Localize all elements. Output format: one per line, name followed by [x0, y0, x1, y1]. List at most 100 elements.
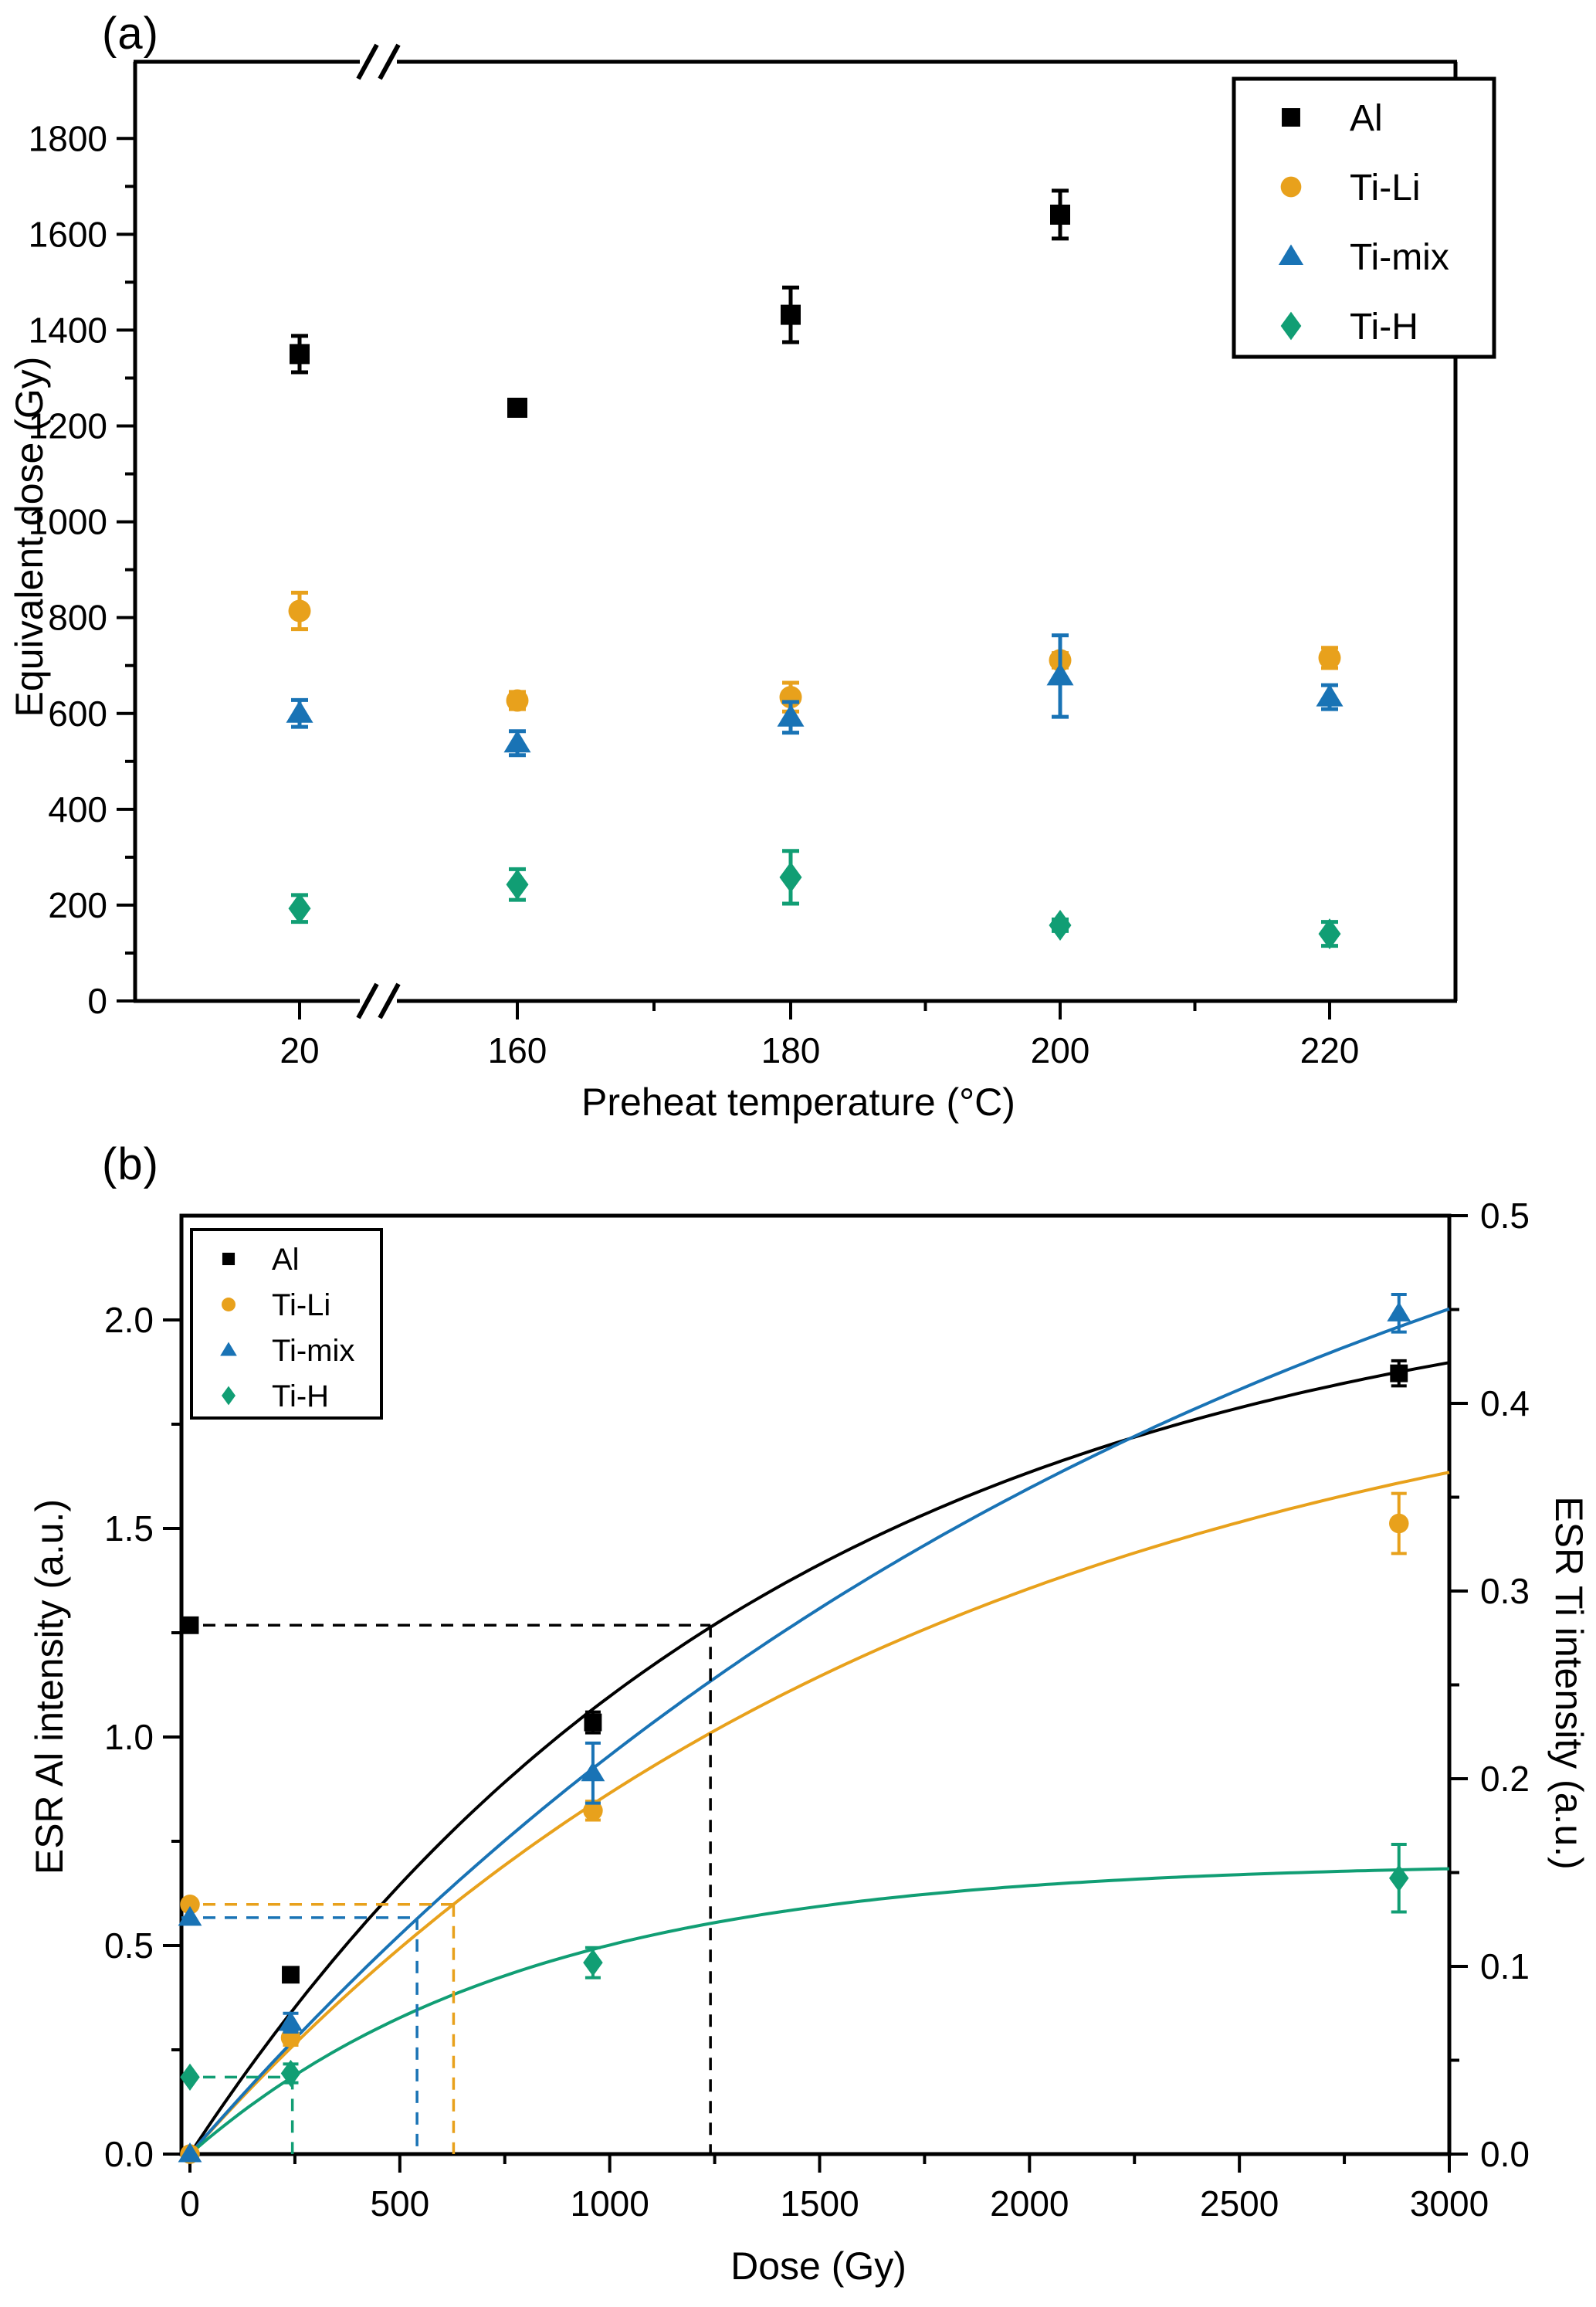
- panel-b-legend: Al Ti-Li Ti-mix Ti-H: [190, 1228, 383, 1420]
- y-tick-label: 0.2: [1480, 1759, 1530, 1799]
- triangle-marker: [1046, 663, 1074, 686]
- legend-triangle-marker: [220, 1342, 237, 1356]
- y-tick-label: 0: [87, 981, 107, 1021]
- diamond-marker: [779, 861, 802, 893]
- axis-break-mark: [356, 43, 401, 80]
- circle-marker: [1318, 646, 1341, 670]
- y-tick-label: 0.5: [1480, 1196, 1530, 1236]
- triangle-marker: [777, 704, 805, 727]
- legend-square-marker: [1282, 108, 1300, 127]
- diamond-marker: [280, 2059, 301, 2088]
- square-marker: [781, 304, 801, 325]
- series-al: [290, 188, 1070, 418]
- triangle-marker: [581, 1761, 605, 1782]
- legend-diamond-marker: [222, 1386, 236, 1406]
- legend-square-marker: [222, 1252, 236, 1266]
- series-ti-li: [180, 1491, 1409, 2164]
- panel-a: 200 400 600 800 1000 1200 1400 1600 1800 0 20 160 18…: [29, 43, 1496, 1070]
- y-tick-label: 0.0: [104, 2134, 154, 2174]
- series-ti-mix: [286, 633, 1344, 758]
- legend-label: Al: [272, 1243, 300, 1277]
- panel-a-label: (a): [102, 8, 159, 59]
- y-tick-label: 1.0: [104, 1717, 154, 1757]
- panel-a-y-axis: 200 400 600 800 1000 1200 1400 1600 1800 0: [29, 118, 135, 1021]
- legend-label: Ti-Li: [272, 1288, 330, 1322]
- y-tick-label: 400: [48, 789, 107, 830]
- diamond-marker: [1049, 909, 1072, 941]
- x-tick-label: 2000: [990, 2183, 1069, 2224]
- square-marker: [584, 1713, 602, 1732]
- natural-diamond-marker: [180, 2063, 200, 2091]
- equivalent-dose-guide-ti-li: [181, 1903, 456, 2154]
- legend-label: Al: [1350, 98, 1383, 139]
- fit-curve-ti-li: [188, 1471, 1450, 2156]
- equivalent-dose-guide-ti-mix: [181, 1916, 418, 2154]
- x-tick-label: 3000: [1410, 2183, 1489, 2224]
- series-ti-li: [288, 590, 1341, 714]
- panel-a-x-axis: 20 160 180 200 220: [280, 1001, 1359, 1070]
- panel-a-x-axis-title: Preheat temperature (°C): [581, 1081, 1015, 1124]
- legend-label: Ti-H: [272, 1379, 329, 1413]
- legend-triangle-marker: [1278, 244, 1304, 266]
- panel-a-legend: Al Ti-Li Ti-mix Ti-H: [1232, 76, 1496, 359]
- panel-b-x-axis-title: Dose (Gy): [730, 2244, 906, 2288]
- legend-label: Ti-H: [1350, 307, 1418, 348]
- x-tick-label: 1500: [780, 2183, 859, 2224]
- natural-square-marker: [181, 1616, 199, 1634]
- panel-b-left-y-axis: 0.0 0.5 1.0 1.5 2.0: [104, 1300, 181, 2174]
- equivalent-dose-guide-al: [181, 1623, 712, 2154]
- diamond-marker: [1389, 1864, 1409, 1892]
- legend-box: [1232, 76, 1496, 359]
- y-tick-label: 0.0: [1480, 2134, 1530, 2174]
- triangle-marker: [178, 2142, 202, 2163]
- legend-diamond-marker: [1280, 311, 1302, 341]
- y-tick-label: 2.0: [104, 1300, 154, 1340]
- circle-marker: [583, 1800, 603, 1821]
- panel-b-right-y-axis-title: ESR Ti intensity (a.u.): [1547, 1496, 1591, 1870]
- square-marker: [282, 1966, 300, 1984]
- y-tick-label: 1200: [29, 406, 107, 446]
- y-tick-label: 0.3: [1480, 1571, 1530, 1611]
- equivalent-dose-guide-ti-h: [181, 2075, 294, 2154]
- axis-break-mark: [356, 982, 401, 1019]
- natural-circle-marker: [180, 1895, 200, 1915]
- y-tick-label: 1400: [29, 310, 107, 350]
- square-marker: [1390, 1364, 1408, 1383]
- panel-b-label: (b): [102, 1139, 159, 1189]
- x-tick-label: 1000: [570, 2183, 649, 2224]
- y-tick-label: 1.5: [104, 1508, 154, 1549]
- triangle-marker: [279, 2010, 303, 2031]
- y-tick-label: 200: [48, 885, 107, 925]
- x-tick-label: 180: [761, 1030, 821, 1070]
- diamond-marker: [288, 893, 311, 924]
- panel-a-y-axis-title: Equivalent dose (Gy): [8, 356, 51, 718]
- y-tick-label: 1600: [29, 214, 107, 254]
- legend-label: Ti-mix: [272, 1334, 354, 1368]
- x-tick-label: 20: [280, 1030, 319, 1070]
- series-al: [181, 1359, 1408, 1984]
- series-ti-mix: [178, 1293, 1411, 2163]
- x-tick-label: 220: [1300, 1030, 1360, 1070]
- y-tick-label: 0.5: [104, 1925, 154, 1966]
- y-tick-label: 1800: [29, 118, 107, 158]
- series-ti-h: [288, 849, 1341, 950]
- x-tick-label: 2500: [1200, 2183, 1279, 2224]
- panel-b: 0 500 1000 1500 2000 2500 30000.00.51.01.52.00…: [104, 1196, 1530, 2224]
- square-marker: [507, 397, 527, 418]
- fit-curve-ti-h: [188, 1867, 1450, 2156]
- natural-triangle-marker: [178, 1905, 202, 1926]
- legend-circle-marker: [1280, 176, 1302, 198]
- fit-curve-ti-mix: [188, 1307, 1450, 2156]
- legend-label: Ti-mix: [1350, 237, 1449, 278]
- y-tick-label: 0.1: [1480, 1946, 1530, 1986]
- x-tick-label: 160: [488, 1030, 547, 1070]
- diamond-marker: [1318, 918, 1341, 950]
- triangle-marker: [1387, 1301, 1411, 1321]
- circle-marker: [1389, 1513, 1409, 1534]
- circle-marker: [506, 689, 529, 712]
- triangle-marker: [503, 730, 531, 753]
- y-tick-label: 1000: [29, 502, 107, 542]
- series-ti-h: [180, 1843, 1409, 2091]
